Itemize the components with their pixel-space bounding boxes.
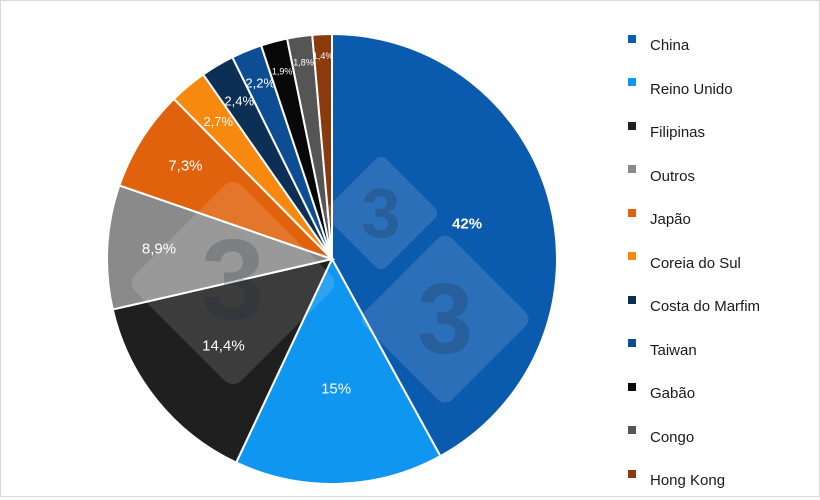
pie-slice-filipinas — [111, 257, 334, 464]
legend-swatch — [628, 382, 636, 391]
legend-label: Filipinas — [650, 124, 706, 142]
legend-label: Coreia do Sul — [650, 254, 741, 272]
legend-swatch — [628, 426, 636, 435]
legend: China Reino Unido Filipinas Outros Japão Core… — [628, 21, 813, 500]
data-label-congo: 1,8% — [293, 57, 314, 67]
legend-label: Outros — [650, 167, 696, 185]
svg-text:3: 3 — [417, 263, 473, 375]
legend-label: Japão — [650, 211, 691, 229]
legend-swatch — [628, 339, 636, 348]
pie-data-labels: 42% 15% 14,4% 8,9% 7,3% 2,7% 2,4% 2,2%1,9%1,8%1… — [142, 51, 482, 397]
legend-swatch — [628, 34, 636, 43]
legend-label: Costa do Marfim — [650, 298, 761, 316]
data-label-hong-kong: 1,4% — [313, 51, 334, 61]
legend-label: Gabão — [650, 385, 696, 403]
legend-swatch — [628, 165, 636, 174]
legend-item-japao: Japão — [628, 195, 813, 239]
data-label-outros: 8,9% — [142, 241, 176, 258]
legend-item-gabao: Gabão — [628, 369, 813, 413]
legend-label: Reino Unido — [650, 80, 733, 98]
legend-label: Congo — [650, 428, 695, 446]
legend-label: Taiwan — [650, 341, 697, 359]
watermark-logo — [131, 156, 529, 403]
watermark-digits: 3 3 3 — [201, 174, 473, 375]
data-label-gabao: 1,9% — [272, 66, 293, 76]
pie-slice-reino-unido — [234, 256, 442, 485]
legend-item-china: China — [628, 21, 813, 65]
data-label-costa-do-marfim: 2,4% — [224, 94, 254, 109]
legend-swatch — [628, 295, 636, 304]
pie-slice-hong-kong — [311, 32, 333, 260]
pie-slice-china — [331, 32, 558, 458]
legend-label: China — [650, 37, 690, 55]
data-label-filipinas: 14,4% — [202, 338, 245, 355]
legend-swatch — [628, 252, 636, 261]
legend-swatch — [628, 208, 636, 217]
legend-item-filipinas: Filipinas — [628, 108, 813, 152]
legend-swatch — [628, 121, 636, 130]
data-label-china: 42% — [452, 215, 482, 232]
data-label-japao: 7,3% — [168, 158, 202, 175]
data-label-reino-unido: 15% — [321, 380, 351, 397]
legend-swatch — [628, 78, 636, 87]
pie-slice-japao — [118, 97, 333, 260]
data-label-taiwan: 2,2% — [245, 76, 275, 91]
pie-slices — [106, 32, 558, 485]
legend-item-outros: Outros — [628, 152, 813, 196]
legend-item-coreia-do-sul: Coreia do Sul — [628, 239, 813, 283]
svg-text:3: 3 — [362, 174, 401, 252]
legend-item-costa-do-marfim: Costa do Marfim — [628, 282, 813, 326]
legend-label: Hong Kong — [650, 472, 726, 490]
legend-item-congo: Congo — [628, 413, 813, 457]
legend-item-hong-kong: Hong Kong — [628, 456, 813, 500]
pie-slice-outros — [106, 184, 336, 311]
legend-item-reino-unido: Reino Unido — [628, 65, 813, 109]
data-label-coreia-do-sul: 2,7% — [203, 114, 233, 129]
legend-item-taiwan: Taiwan — [628, 326, 813, 370]
svg-text:3: 3 — [201, 216, 265, 344]
legend-swatch — [628, 469, 636, 478]
